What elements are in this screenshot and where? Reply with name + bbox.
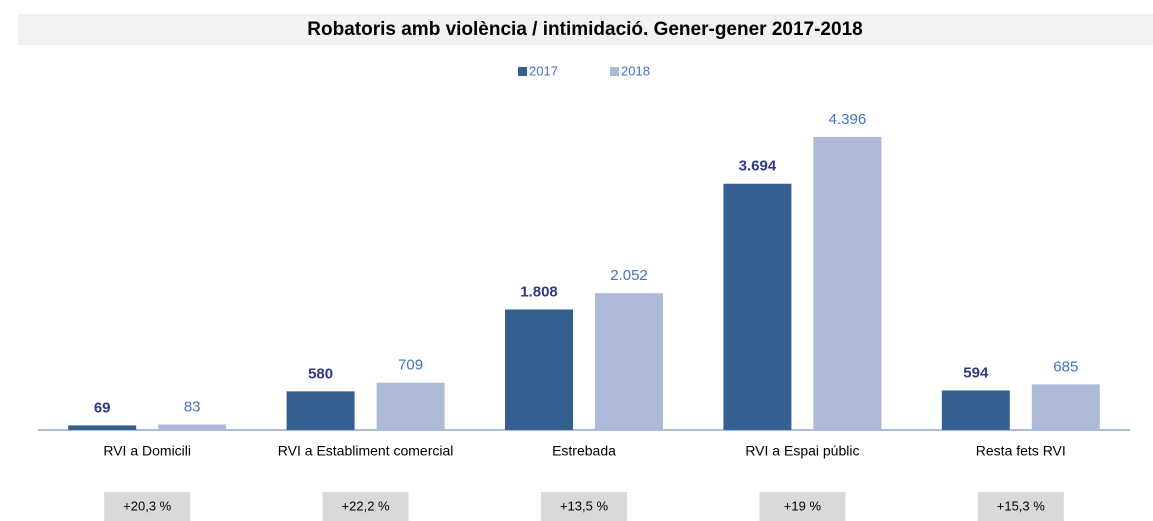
annotation-box [541, 492, 627, 521]
data-label: 709 [398, 357, 423, 374]
data-label: 580 [308, 365, 333, 382]
data-label: 4.396 [829, 111, 867, 128]
annotation-box [322, 492, 409, 521]
x-tick-label: Estrebada [552, 443, 616, 459]
bar [813, 136, 882, 430]
data-label: 685 [1053, 358, 1078, 375]
legend-swatch [518, 67, 527, 76]
bar [723, 183, 792, 430]
data-label: 2.052 [610, 267, 648, 284]
bar [286, 391, 355, 430]
annotation: +22,2 % [342, 498, 391, 513]
annotation: +15,3 % [997, 498, 1046, 513]
bar [1031, 384, 1100, 430]
title-band [18, 14, 1153, 45]
bar [941, 390, 1010, 430]
bar [158, 424, 227, 430]
annotation-box [977, 492, 1064, 521]
x-tick-label: RVI a Domicili [103, 443, 191, 459]
data-label: 69 [94, 399, 111, 416]
annotation-box [104, 492, 191, 521]
data-label: 1.808 [520, 283, 558, 300]
x-tick-label: RVI a Espai públic [745, 443, 859, 459]
annotation-box [759, 492, 846, 521]
legend-swatch [610, 67, 619, 76]
chart-title: Robatoris amb violència / intimidació. G… [307, 19, 862, 40]
bar [505, 309, 573, 430]
annotation: +19 % [784, 498, 822, 513]
legend-label: 2017 [529, 63, 558, 78]
data-label: 594 [963, 364, 989, 381]
bar [376, 382, 445, 430]
data-label: 83 [184, 398, 201, 415]
legend-label: 2018 [621, 63, 650, 78]
x-tick-label: RVI a Establiment comercial [278, 443, 454, 459]
bar [68, 425, 137, 430]
bar [595, 293, 663, 430]
data-label: 3.694 [739, 158, 777, 175]
x-tick-label: Resta fets RVI [976, 443, 1066, 459]
annotation: +20,3 % [123, 498, 172, 513]
annotation: +13,5 % [560, 498, 609, 513]
